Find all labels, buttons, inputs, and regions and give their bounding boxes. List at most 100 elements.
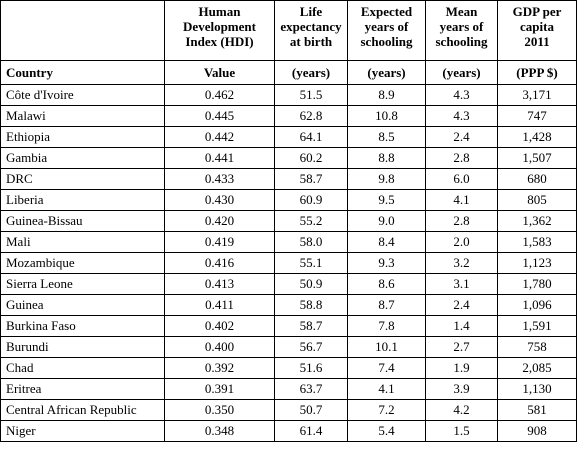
value-cell: 8.6 [347,273,426,295]
value-cell: 4.3 [425,105,498,127]
header-cell: Human Development Index (HDI) [164,0,275,61]
value-cell: 0.441 [164,147,275,169]
value-cell: 7.8 [347,315,426,337]
value-cell: 4.2 [425,399,498,421]
header-line: 2011 [524,34,550,49]
table-row: Sierra Leone 0.413 50.9 8.6 3.1 1,780 [0,273,577,295]
country-cell: Burundi [0,336,165,358]
value-cell: 0.420 [164,210,275,232]
subheader-cell: Country [0,60,165,85]
country-cell: Chad [0,357,165,379]
subheader-cell: (years) [425,60,498,85]
value-cell: 4.1 [425,189,498,211]
value-cell: 2.8 [425,210,498,232]
value-cell: 2.4 [425,294,498,316]
header-cell: Mean years of schooling [425,0,498,61]
country-cell: Ethiopia [0,126,165,148]
value-cell: 1.9 [425,357,498,379]
value-cell: 1,123 [497,252,577,274]
value-cell: 1,130 [497,378,577,400]
value-cell: 8.8 [347,147,426,169]
table-row: Central African Republic 0.350 50.7 7.2 4.2 5… [0,399,577,421]
header-line: Development [183,19,256,34]
value-cell: 0.442 [164,126,275,148]
value-cell: 0.392 [164,357,275,379]
value-cell: 1,507 [497,147,577,169]
table-row: Mozambique 0.416 55.1 9.3 3.2 1,123 [0,252,577,274]
country-cell: Niger [0,420,165,442]
header-line: years of [364,19,409,34]
value-cell: 9.5 [347,189,426,211]
country-cell: DRC [0,168,165,190]
value-cell: 50.9 [274,273,348,295]
value-cell: 64.1 [274,126,348,148]
subheader-row: Country Value (years) (years) (years) (PPP $) [0,60,577,85]
value-cell: 1,780 [497,273,577,295]
country-cell: Guinea [0,294,165,316]
value-cell: 0.430 [164,189,275,211]
value-cell: 8.7 [347,294,426,316]
country-cell: Malawi [0,105,165,127]
table-row: Guinea 0.411 58.8 8.7 2.4 1,096 [0,294,577,316]
value-cell: 1,428 [497,126,577,148]
value-cell: 1,096 [497,294,577,316]
value-cell: 2.7 [425,336,498,358]
header-line: expectancy [280,19,342,34]
country-cell: Mozambique [0,252,165,274]
value-cell: 58.7 [274,168,348,190]
header-cell: Life expectancy at birth [274,0,348,61]
value-cell: 0.445 [164,105,275,127]
table-row: Côte d'Ivoire 0.462 51.5 8.9 4.3 3,171 [0,84,577,106]
country-cell: Sierra Leone [0,273,165,295]
value-cell: 2.4 [425,126,498,148]
value-cell: 9.8 [347,168,426,190]
value-cell: 5.4 [347,420,426,442]
table-row: DRC 0.433 58.7 9.8 6.0 680 [0,168,577,190]
header-line: GDP per [512,4,562,19]
value-cell: 3,171 [497,84,577,106]
value-cell: 1,362 [497,210,577,232]
value-cell: 58.0 [274,231,348,253]
value-cell: 8.4 [347,231,426,253]
value-cell: 10.1 [347,336,426,358]
value-cell: 581 [497,399,577,421]
header-line: Expected [360,4,413,19]
header-line: Life [299,4,323,19]
value-cell: 680 [497,168,577,190]
value-cell: 4.1 [347,378,426,400]
header-line: capita [520,19,554,34]
value-cell: 4.3 [425,84,498,106]
table-row: Guinea-Bissau 0.420 55.2 9.0 2.8 1,362 [0,210,577,232]
value-cell: 55.2 [274,210,348,232]
header-cell: Expected years of schooling [347,0,426,61]
value-cell: 60.2 [274,147,348,169]
value-cell: 908 [497,420,577,442]
value-cell: 0.419 [164,231,275,253]
table-row: Gambia 0.441 60.2 8.8 2.8 1,507 [0,147,577,169]
value-cell: 62.8 [274,105,348,127]
value-cell: 0.391 [164,378,275,400]
value-cell: 2.0 [425,231,498,253]
header-cell: GDP per capita 2011 [497,0,577,61]
table-row: Liberia 0.430 60.9 9.5 4.1 805 [0,189,577,211]
country-cell: Gambia [0,147,165,169]
value-cell: 51.6 [274,357,348,379]
value-cell: 0.413 [164,273,275,295]
table-row: Mali 0.419 58.0 8.4 2.0 1,583 [0,231,577,253]
value-cell: 2.8 [425,147,498,169]
value-cell: 58.7 [274,315,348,337]
value-cell: 3.2 [425,252,498,274]
value-cell: 7.4 [347,357,426,379]
country-cell: Central African Republic [0,399,165,421]
value-cell: 1.5 [425,420,498,442]
value-cell: 7.2 [347,399,426,421]
header-line: Index (HDI) [185,34,254,49]
value-cell: 0.462 [164,84,275,106]
header-line: schooling [360,34,413,49]
header-line: Mean [445,4,478,19]
value-cell: 60.9 [274,189,348,211]
country-cell: Côte d'Ivoire [0,84,165,106]
value-cell: 61.4 [274,420,348,442]
